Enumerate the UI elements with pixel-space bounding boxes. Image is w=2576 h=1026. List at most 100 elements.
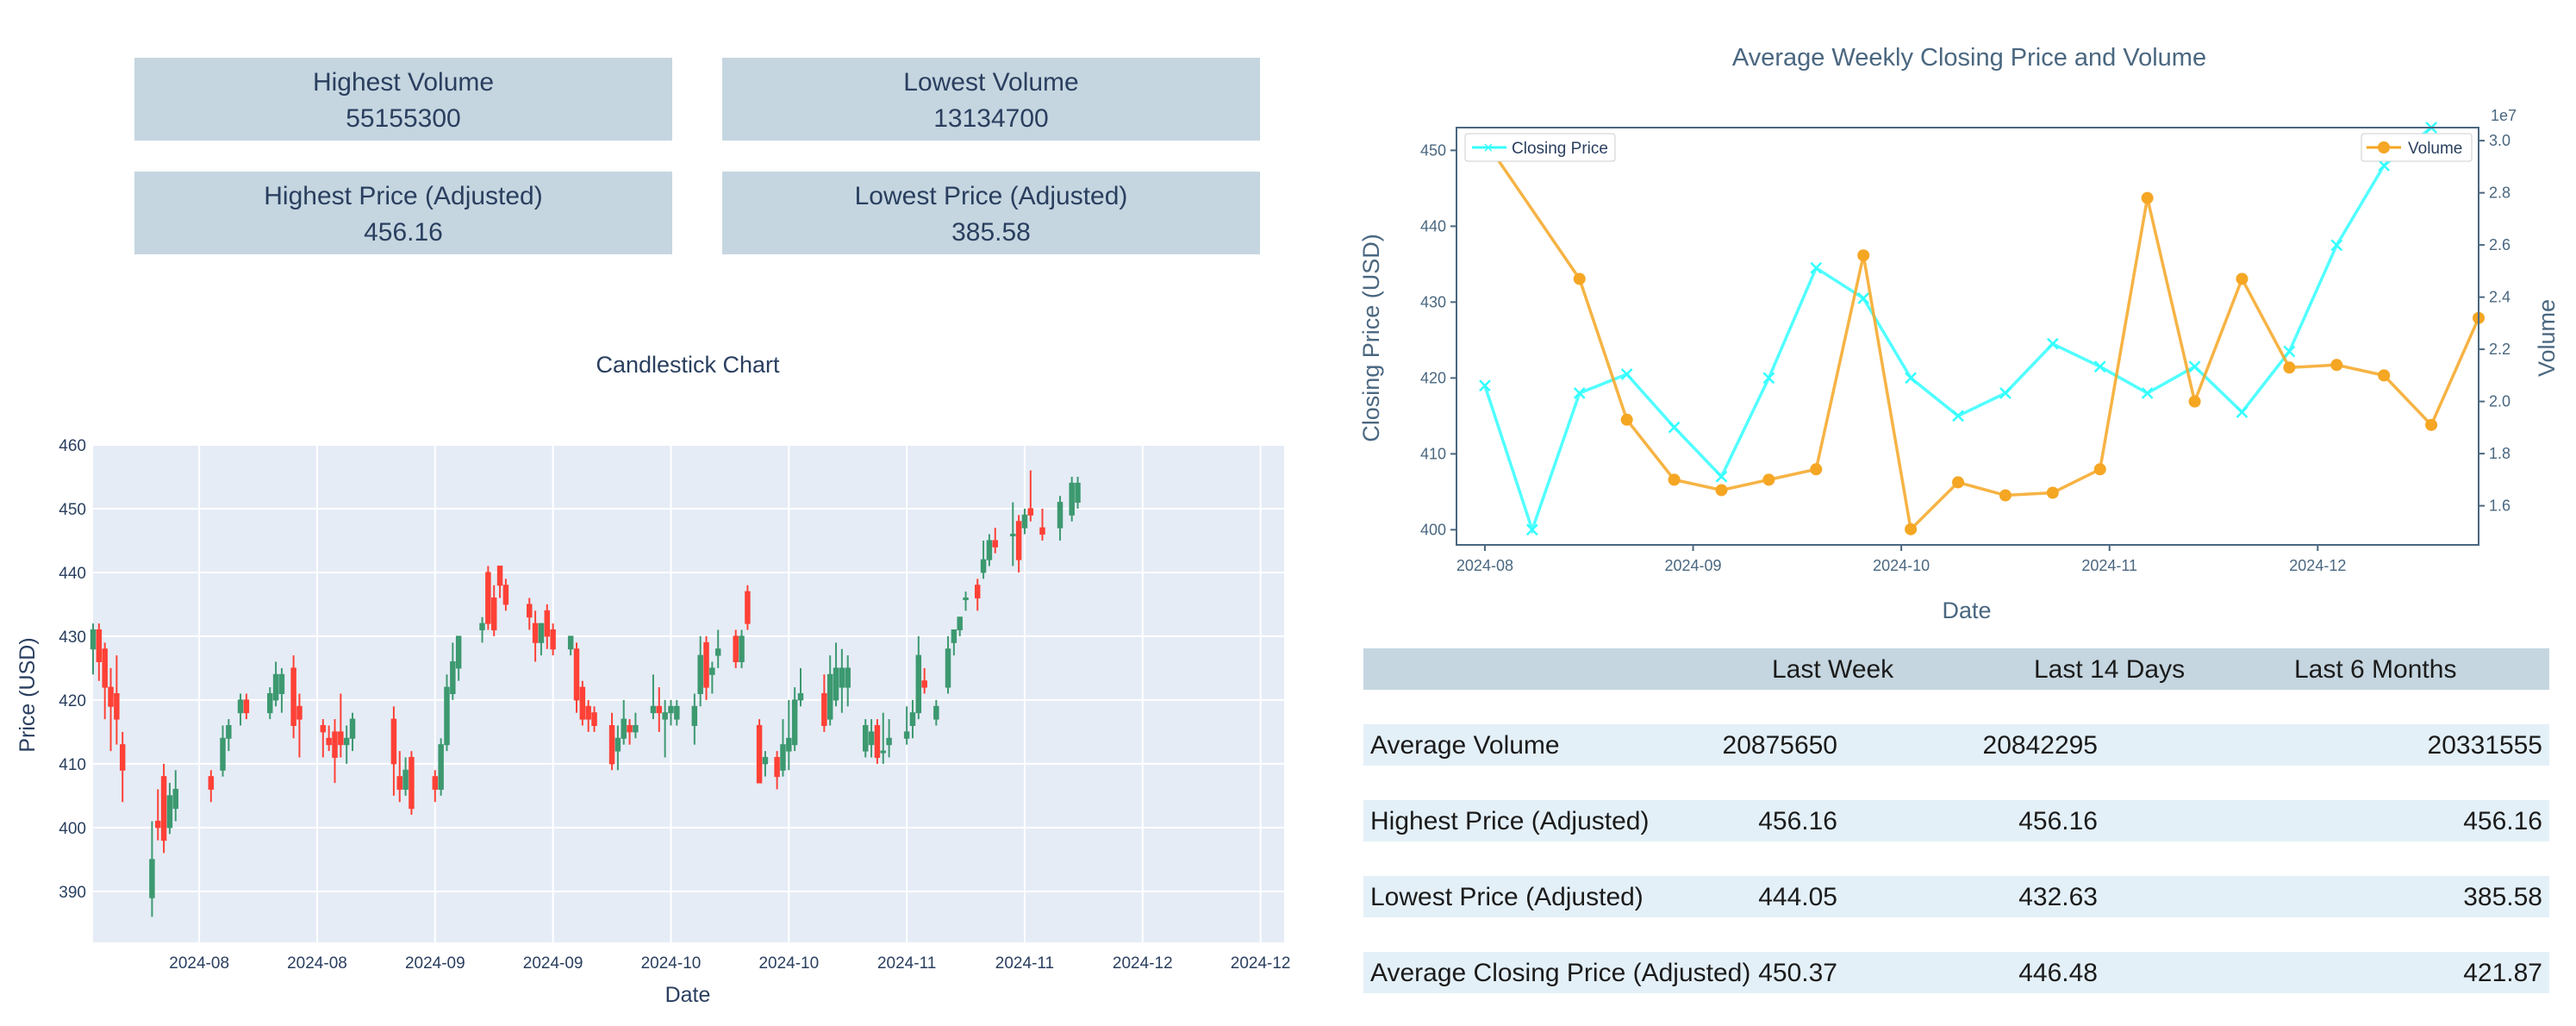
candle-body: [343, 737, 350, 746]
candle-body: [674, 705, 680, 720]
x-tick-label: 2024-10: [758, 954, 819, 973]
candle-body: [1069, 482, 1075, 516]
cell-last-week: 456.16: [1758, 807, 1837, 835]
table-row: Average Volume 20875650 20842295 2033155…: [1363, 724, 2549, 766]
cell-last-week: 450.37: [1758, 959, 1837, 987]
x-marker-stroke: [2046, 337, 2059, 350]
candle-body: [762, 756, 769, 765]
candle-body: [627, 724, 633, 733]
candle-body: [432, 776, 439, 790]
closing-price-point: [1952, 410, 1964, 422]
header-last-14-days: Last 14 Days: [2034, 655, 2186, 684]
candle-body: [108, 686, 114, 707]
volume-point: [1952, 476, 1965, 489]
candle-body: [614, 737, 621, 752]
candle-body: [338, 731, 344, 746]
closing-price-point: [1810, 261, 1823, 274]
candle-body: [668, 705, 674, 714]
candle-body: [662, 712, 668, 720]
x-marker-stroke: [1905, 372, 1917, 385]
y-tick-label: 400: [1420, 521, 1446, 538]
y-tick-labels: 390 400 410 420 430 440 450 460: [59, 437, 86, 902]
volume-point: [2141, 191, 2154, 204]
candle-body: [114, 693, 120, 720]
x-marker-stroke: [1573, 387, 1586, 399]
volume-line: [1483, 140, 2480, 533]
candle-body: [1027, 508, 1034, 516]
candle-body: [450, 661, 456, 694]
candle-body: [149, 859, 155, 898]
x-marker-stroke: [1952, 410, 1964, 422]
x-marker-stroke: [2188, 360, 2201, 373]
candle-body: [921, 680, 927, 688]
volume-point: [2188, 395, 2201, 408]
candle-body: [975, 585, 981, 599]
candlestick-chart: Candlestick Chart 390 400 410 420 430 440 450 4…: [16, 352, 1291, 1007]
candle-body: [290, 667, 296, 726]
x-tick-label: 2024-10: [1873, 557, 1930, 574]
volume-point: [1715, 484, 1728, 497]
candle-body: [409, 756, 415, 810]
x-tick-label: 2024-09: [405, 954, 465, 973]
candle-body: [102, 648, 108, 688]
x-marker-stroke: [2236, 406, 2249, 418]
x-tick-label: 2024-11: [2081, 557, 2137, 574]
candle-body: [1015, 521, 1022, 560]
x-marker-stroke: [2093, 360, 2106, 373]
candle-body: [538, 622, 545, 643]
closing-price-line: [1483, 126, 2433, 535]
cell-last-14-days: 446.48: [2018, 959, 2098, 987]
closing-price-point: [1668, 421, 1681, 434]
candle-body: [697, 654, 703, 695]
candle-body: [119, 744, 126, 771]
volume-point: [1668, 473, 1681, 486]
candle-body: [703, 641, 709, 688]
volume-point: [1999, 489, 2012, 502]
x-marker-stroke: [2283, 345, 2296, 358]
x-marker-stroke: [2141, 387, 2154, 399]
volume-point: [1762, 473, 1775, 486]
y-tick-label: 430: [1420, 293, 1446, 310]
x-tick-label: 2024-09: [1665, 557, 1722, 574]
legend-closing-price: × Closing Price: [1464, 133, 1616, 162]
x-marker-stroke: [1668, 421, 1681, 434]
y-tick-label: 410: [1420, 445, 1446, 462]
closing-price-point: [2236, 406, 2249, 418]
candle-body: [886, 737, 892, 746]
cell-last-week: 444.05: [1758, 883, 1837, 911]
candle-body: [455, 635, 462, 669]
candle-body: [945, 648, 951, 688]
x-marker-stroke: [1810, 261, 1823, 274]
candle-body: [756, 724, 763, 784]
row-label: Average Closing Price (Adjusted): [1370, 959, 1751, 987]
candle-body: [821, 693, 827, 726]
candle-body: [909, 712, 916, 726]
volume-point: [1573, 272, 1586, 285]
left-y-ticks: 400 410 420 430 440 450: [1420, 141, 1456, 538]
candle-body: [349, 718, 356, 739]
legend-x-marker-icon: ×: [1483, 139, 1494, 158]
candle-body: [567, 635, 574, 650]
candle-body: [237, 699, 244, 714]
y-tick-label: 450: [59, 501, 86, 519]
candle-body: [791, 699, 798, 746]
x-tick-label: 2024-12: [2289, 557, 2346, 574]
y-tick-label: 390: [59, 884, 86, 902]
kpi-lowest-price: Lowest Price (Adjusted) 385.58: [722, 172, 1260, 254]
candle-body: [96, 629, 103, 663]
table-row: Highest Price (Adjusted) 456.16 456.16 4…: [1363, 800, 2549, 841]
y-tick-label: 450: [1420, 141, 1446, 159]
candle-body: [208, 776, 215, 790]
candle-body: [745, 591, 751, 624]
x-tick-labels: 2024-08 2024-08 2024-09 2024-09 2024-10 2024-…: [169, 954, 1290, 973]
candle-body: [585, 705, 591, 720]
candlestick-ylabel: Price (USD): [16, 637, 40, 752]
candle-body: [786, 737, 792, 752]
candle-body: [332, 731, 338, 758]
candle-body: [863, 724, 869, 752]
candle-body: [1057, 502, 1063, 529]
candle-body: [903, 731, 910, 739]
closing-price-point: [1620, 368, 1633, 380]
candle-body: [296, 705, 303, 720]
y-tick-label: 460: [59, 437, 86, 455]
